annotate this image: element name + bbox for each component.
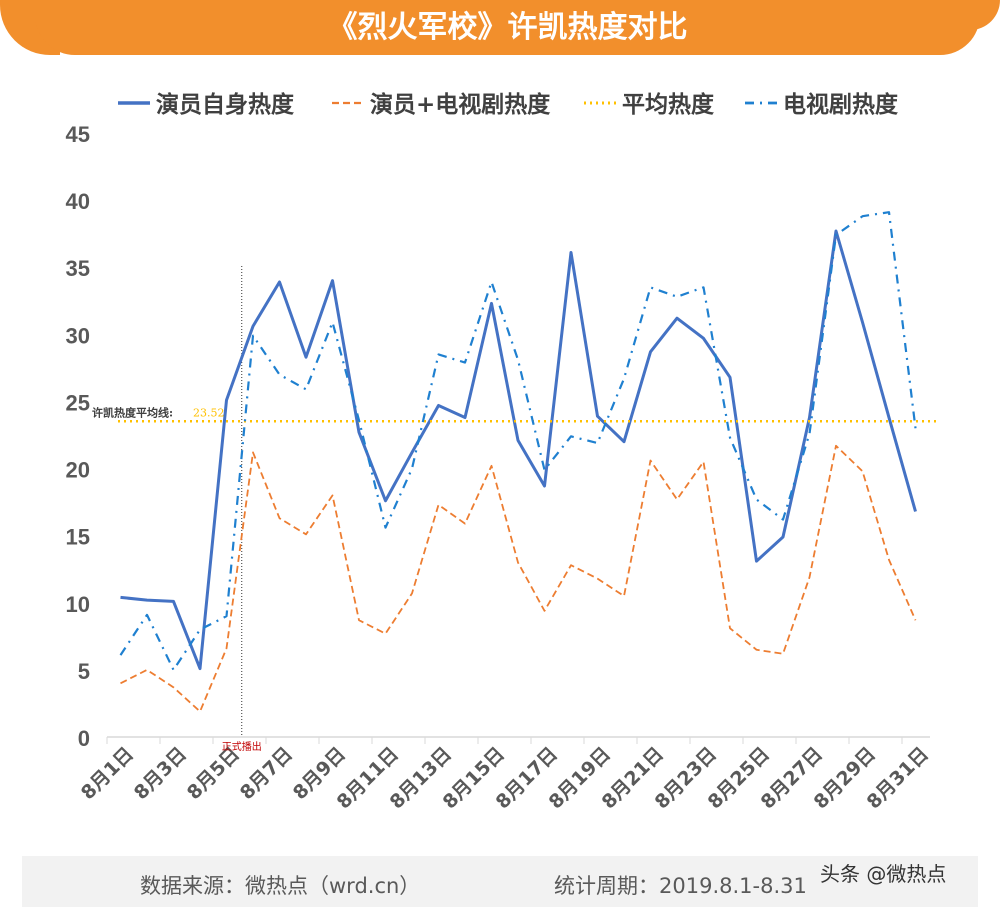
x-tick-label: 8月1日 bbox=[77, 743, 138, 804]
y-tick-label: 5 bbox=[78, 659, 90, 684]
series-line-0 bbox=[121, 231, 916, 669]
data-source: 数据来源：微热点（wrd.cn） bbox=[140, 856, 420, 916]
watermark: 头条 @微热点 bbox=[820, 858, 946, 887]
y-tick-label: 10 bbox=[66, 592, 90, 617]
stat-period: 统计周期：2019.8.1-8.31 bbox=[554, 856, 807, 916]
y-tick-label: 30 bbox=[66, 323, 90, 348]
legend-label: 演员+电视剧热度 bbox=[370, 91, 551, 118]
y-tick-label: 0 bbox=[78, 726, 90, 751]
average-label: 许凯热度平均线: bbox=[92, 405, 173, 419]
y-tick-label: 25 bbox=[66, 390, 90, 415]
legend-label: 演员自身热度 bbox=[156, 91, 295, 118]
legend-label: 平均热度 bbox=[622, 91, 715, 118]
y-tick-label: 40 bbox=[66, 189, 90, 214]
broadcast-label: 正式播出 bbox=[222, 740, 262, 753]
y-tick-label: 35 bbox=[66, 256, 90, 281]
series-line-1 bbox=[121, 446, 916, 712]
y-tick-label: 15 bbox=[66, 525, 90, 550]
x-tick-label: 8月3日 bbox=[130, 743, 191, 804]
average-value: 23.52 bbox=[193, 406, 225, 419]
y-tick-label: 20 bbox=[66, 458, 90, 483]
legend-label: 电视剧热度 bbox=[783, 91, 899, 118]
y-tick-label: 45 bbox=[66, 122, 90, 147]
